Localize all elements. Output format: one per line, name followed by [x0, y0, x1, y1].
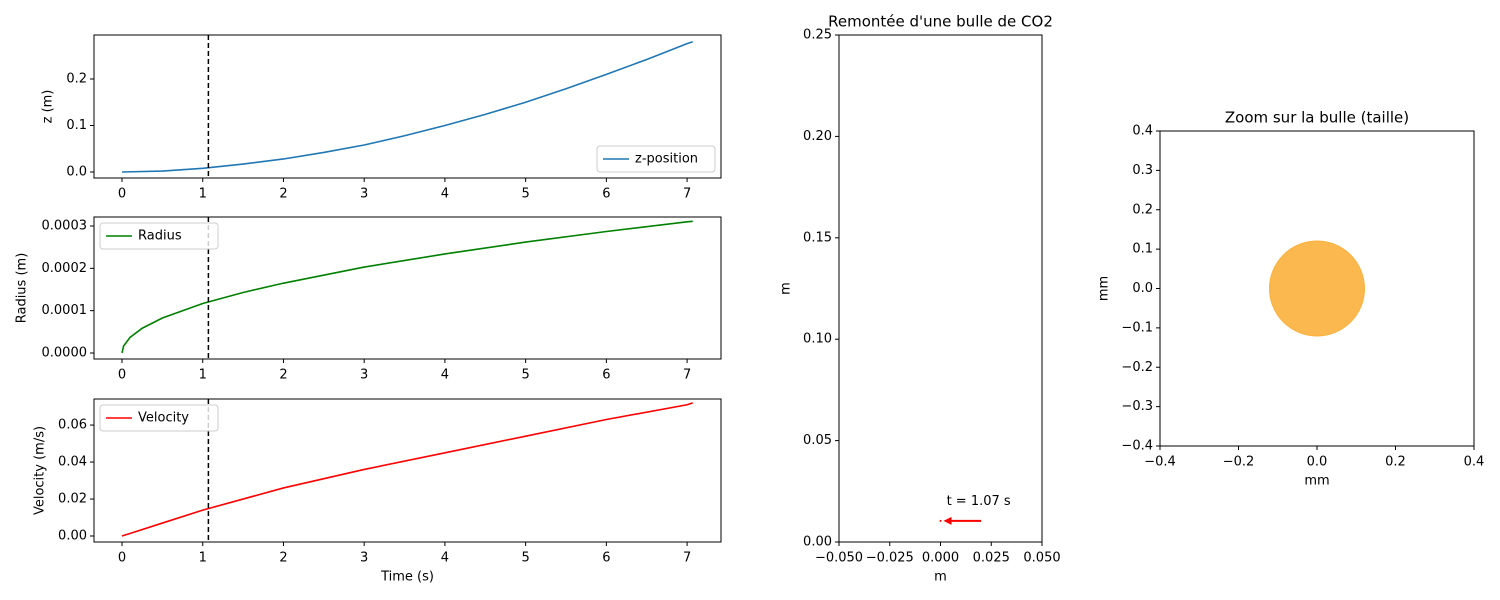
x-axis-label: mm: [1304, 474, 1329, 489]
x-tick-label: 3: [360, 187, 368, 202]
x-tick-label: 2: [279, 187, 287, 202]
x-tick-label: −0.050: [815, 551, 863, 566]
legend: Radius: [99, 222, 219, 250]
x-tick-label: −0.4: [1144, 455, 1176, 470]
y-tick-label: 0.0002: [42, 261, 88, 276]
x-tick-label: 3: [360, 368, 368, 383]
y-tick-label: −0.1: [1121, 320, 1153, 335]
plot-area: [1269, 240, 1365, 337]
y-tick-label: 0.00: [58, 529, 87, 544]
legend-box: [99, 404, 219, 432]
x-tick-label: 0.025: [973, 551, 1010, 566]
axes-frame: [93, 34, 722, 179]
x-tick-label: 0.4: [1464, 455, 1485, 470]
y-tick-label: −0.2: [1121, 360, 1153, 375]
x-tick-label: 2: [279, 368, 287, 383]
y-tick-label: 0.06: [58, 418, 87, 433]
x-tick-label: 3: [360, 551, 368, 566]
x-axis-label: m: [934, 570, 947, 585]
legend-label: Radius: [138, 229, 182, 244]
plot-area: [121, 217, 693, 359]
y-tick-label: 0.10: [803, 332, 832, 347]
x-tick-label: 0: [118, 187, 126, 202]
y-tick-label: 0.4: [1132, 124, 1153, 139]
plot-area: [121, 35, 693, 178]
x-tick-label: 6: [602, 551, 610, 566]
y-tick-label: 0.20: [803, 129, 832, 144]
y-tick-label: 0.0: [66, 165, 87, 180]
legend-box: [596, 145, 716, 173]
x-tick-label: 6: [602, 368, 610, 383]
x-axis-label: Time (s): [380, 570, 434, 585]
axes-title: Remontée d'une bulle de CO2: [828, 13, 1053, 31]
x-tick-label: 4: [441, 368, 449, 383]
x-tick-label: 1: [199, 368, 207, 383]
y-axis-label: m: [779, 282, 794, 295]
x-tick-label: −0.2: [1223, 455, 1255, 470]
x-tick-label: 6: [602, 187, 610, 202]
y-axis-label: mm: [1097, 276, 1112, 301]
legend: z-position: [596, 145, 716, 173]
y-tick-label: 0.0003: [42, 219, 88, 234]
bubble-point: [939, 519, 942, 522]
y-tick-label: −0.3: [1121, 399, 1153, 414]
y-tick-label: 0.00: [803, 535, 832, 550]
x-tick-label: 1: [199, 187, 207, 202]
x-tick-label: 0: [118, 368, 126, 383]
axes-frame: [93, 398, 722, 543]
y-tick-label: 0.25: [803, 28, 832, 43]
x-tick-label: 0.000: [922, 551, 959, 566]
line: [121, 220, 693, 354]
x-tick-label: 1: [199, 551, 207, 566]
y-tick-label: 0.02: [58, 492, 87, 507]
y-tick-label: 0.0001: [42, 303, 88, 318]
y-tick-label: 0.04: [58, 455, 87, 470]
y-tick-label: 0.0000: [42, 345, 88, 360]
y-axis-label: Velocity (m/s): [33, 426, 48, 515]
plot-area: [121, 399, 693, 542]
x-tick-label: 0.2: [1385, 455, 1406, 470]
legend-box: [99, 222, 219, 250]
axes-title: Zoom sur la bulle (taille): [1225, 109, 1409, 127]
arrow-head: [943, 516, 952, 525]
x-tick-label: 4: [441, 187, 449, 202]
y-axis-label: z (m): [41, 90, 56, 124]
y-tick-label: −0.4: [1121, 439, 1153, 454]
x-tick-label: 5: [522, 368, 530, 383]
legend: Velocity: [99, 404, 219, 432]
y-tick-label: 0.05: [803, 433, 832, 448]
y-tick-label: 0.2: [1132, 202, 1153, 217]
y-tick-label: 0.1: [66, 118, 87, 133]
y-axis-label: Radius (m): [15, 253, 30, 324]
axes-frame: [1159, 130, 1475, 447]
legend-label: z-position: [635, 152, 698, 167]
x-tick-label: 2: [279, 551, 287, 566]
plot-area: [939, 516, 982, 525]
axes-frame: [93, 216, 722, 360]
x-tick-label: 0: [118, 551, 126, 566]
x-tick-label: 7: [683, 187, 691, 202]
x-tick-label: 5: [522, 187, 530, 202]
x-tick-label: −0.025: [866, 551, 914, 566]
x-tick-label: 7: [683, 368, 691, 383]
x-tick-label: 4: [441, 551, 449, 566]
y-tick-label: 0.15: [803, 230, 832, 245]
y-tick-label: 0.3: [1132, 163, 1153, 178]
bubble: [1269, 240, 1365, 337]
y-tick-label: 0.2: [66, 71, 87, 86]
line: [121, 41, 693, 173]
y-tick-label: 0.1: [1132, 242, 1153, 257]
x-tick-label: 5: [522, 551, 530, 566]
x-tick-label: 0.050: [1023, 551, 1060, 566]
x-tick-label: 7: [683, 551, 691, 566]
x-tick-label: 0.0: [1307, 455, 1328, 470]
legend-label: Velocity: [138, 411, 189, 426]
annotation: t = 1.07 s: [947, 494, 1011, 509]
line: [121, 402, 693, 537]
axes-frame: [838, 34, 1043, 543]
y-tick-label: 0.0: [1132, 281, 1153, 296]
